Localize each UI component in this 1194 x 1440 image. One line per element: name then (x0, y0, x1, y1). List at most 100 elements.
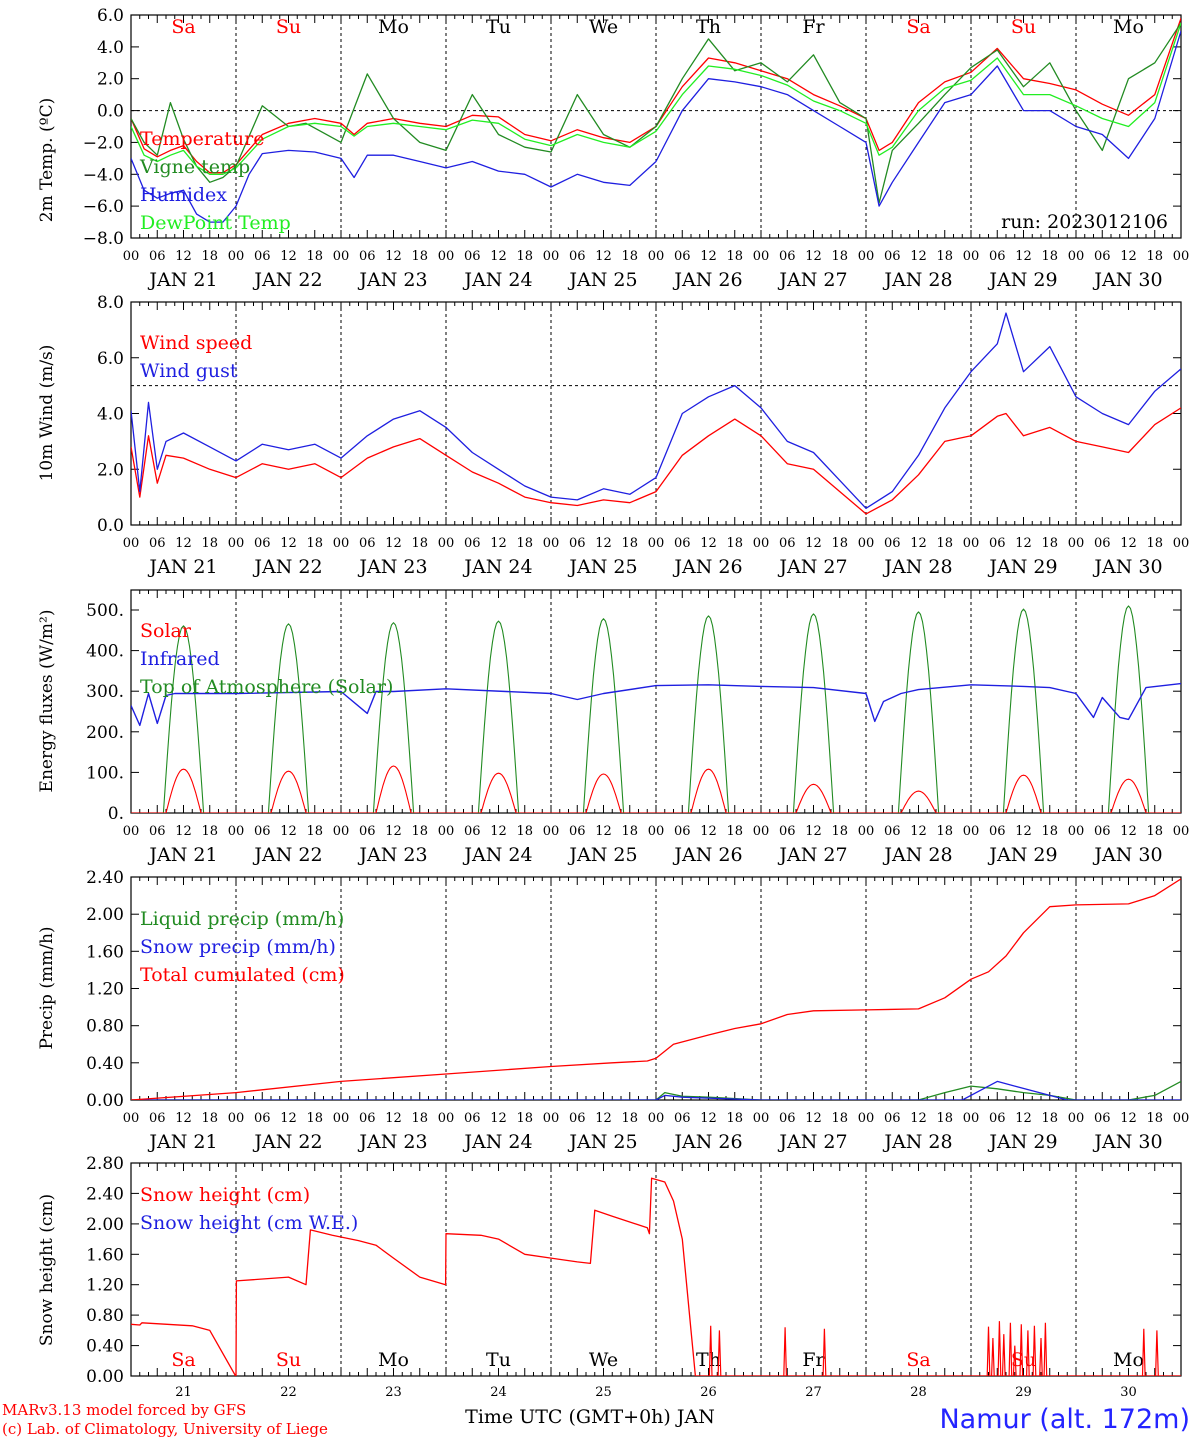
x-hour-label: 06 (1094, 1111, 1111, 1126)
x-hour-label: 00 (228, 536, 245, 551)
x-hour-label: 18 (1041, 1111, 1058, 1126)
x-hour-label: 06 (674, 536, 691, 551)
x-hour-label: 18 (306, 249, 323, 264)
station-label: Namur (alt. 172m) (939, 1404, 1190, 1435)
x-date-label: JAN 22 (252, 1131, 322, 1153)
panel-4: 2.40 2.00 1.60 1.20 0.80 0.40 0.00 Precip (mm/h… (37, 868, 1189, 1153)
x-hour-label: 12 (805, 824, 822, 839)
x-date-label: JAN 22 (252, 844, 322, 866)
y-tick-label: 0.40 (86, 1337, 124, 1357)
x-hour-label: 00 (753, 824, 770, 839)
x-hour-label: 18 (621, 249, 638, 264)
x-hour-label: 18 (621, 824, 638, 839)
panels-group: 6.0 4.0 2.0 0.0 −2.0 −4.0 −6.0 −8.0 2m Temp. (ºC… (37, 6, 1189, 1400)
y-tick-label: 1.20 (86, 1276, 124, 1296)
x-hour-label: 18 (201, 1111, 218, 1126)
legend-entry: Top of Atmosphere (Solar) (140, 676, 393, 698)
y-tick-label: 400. (86, 642, 124, 662)
x-hour-label: 00 (963, 824, 980, 839)
x-hour-label: 18 (1146, 824, 1163, 839)
x-hour-label: 06 (1094, 249, 1111, 264)
x-hour-label: 00 (1173, 249, 1190, 264)
x-hour-label: 06 (464, 249, 481, 264)
x-hour-label: 18 (516, 1111, 533, 1126)
y-tick-label: 2.0 (97, 70, 124, 90)
x-hour-label: 18 (306, 536, 323, 551)
x-hour-label: 18 (516, 249, 533, 264)
x-date-label: JAN 29 (987, 844, 1057, 866)
weekday-label: Th (696, 16, 721, 38)
x-hour-label: 00 (1068, 249, 1085, 264)
x-date-label: JAN 27 (777, 1131, 847, 1153)
x-hour-label: 12 (910, 1111, 927, 1126)
x-date-label: JAN 23 (357, 556, 427, 578)
series-line-1 (131, 1080, 1181, 1100)
y-tick-label: 0.80 (86, 1017, 124, 1037)
x-hour-label: 00 (1173, 1111, 1190, 1126)
x-hour-label: 06 (464, 824, 481, 839)
x-date-label: JAN 21 (147, 269, 217, 291)
weekday-label: Su (1011, 16, 1036, 38)
x-hour-label: 00 (648, 1111, 665, 1126)
x-day-number: 21 (175, 1385, 192, 1400)
x-hour-label: 18 (936, 536, 953, 551)
x-hour-label: 18 (726, 824, 743, 839)
x-hour-label: 12 (385, 536, 402, 551)
x-hour-label: 12 (385, 249, 402, 264)
x-hour-label: 18 (411, 824, 428, 839)
series-line-2 (131, 312, 1181, 509)
legend-entry: Wind gust (140, 360, 238, 382)
weekday-label: Fr (802, 16, 825, 38)
x-date-label: JAN 27 (777, 844, 847, 866)
x-date-label: JAN 21 (147, 1131, 217, 1153)
x-hour-label: 00 (438, 824, 455, 839)
y-tick-label: −4.0 (83, 165, 124, 185)
x-hour-label: 18 (936, 824, 953, 839)
run-label: run: 2023012106 (1001, 211, 1168, 233)
x-hour-label: 12 (385, 824, 402, 839)
y-axis-label: Precip (mm/h) (37, 926, 57, 1049)
x-hour-label: 06 (779, 249, 796, 264)
x-hour-label: 06 (884, 536, 901, 551)
series-line-4 (131, 22, 1181, 175)
weekday-label: Mo (1113, 1349, 1144, 1371)
x-day-number: 25 (595, 1385, 612, 1400)
x-date-label: JAN 26 (672, 269, 742, 291)
y-tick-label: 0.80 (86, 1306, 124, 1326)
plot-area (131, 312, 1181, 515)
legend-entry: Snow precip (mm/h) (140, 936, 336, 958)
x-hour-label: 00 (123, 249, 140, 264)
x-hour-label: 12 (910, 249, 927, 264)
x-hour-label: 00 (333, 824, 350, 839)
y-tick-label: −6.0 (83, 197, 124, 217)
y-axis-label: 10m Wind (m/s) (37, 345, 57, 482)
x-hour-label: 06 (569, 1111, 586, 1126)
y-tick-label: 0.00 (86, 1091, 124, 1111)
x-hour-label: 06 (989, 249, 1006, 264)
x-hour-label: 12 (700, 249, 717, 264)
x-date-label: JAN 25 (567, 844, 637, 866)
legend-entry: Infrared (140, 648, 220, 670)
x-hour-label: 18 (306, 824, 323, 839)
x-hour-label: 00 (543, 536, 560, 551)
x-hour-label: 12 (595, 1111, 612, 1126)
weekday-label: We (589, 1349, 618, 1371)
y-tick-label: 1.20 (86, 980, 124, 1000)
x-hour-label: 18 (1041, 824, 1058, 839)
x-hour-label: 06 (254, 536, 271, 551)
x-date-label: JAN 28 (882, 844, 952, 866)
y-tick-label: −8.0 (83, 229, 124, 249)
x-hour-label: 00 (1173, 824, 1190, 839)
x-hour-label: 18 (831, 536, 848, 551)
legend-entry: Total cumulated (cm) (140, 964, 345, 986)
x-date-label: JAN 26 (672, 844, 742, 866)
x-hour-label: 00 (228, 1111, 245, 1126)
legend-entry: Temperature (140, 128, 264, 150)
x-hour-label: 00 (543, 249, 560, 264)
weekday-label: Fr (802, 1349, 825, 1371)
weekday-label: Tu (486, 16, 511, 38)
x-hour-label: 06 (149, 824, 166, 839)
x-hour-label: 00 (333, 536, 350, 551)
weekday-label: Tu (486, 1349, 511, 1371)
x-hour-label: 00 (333, 1111, 350, 1126)
